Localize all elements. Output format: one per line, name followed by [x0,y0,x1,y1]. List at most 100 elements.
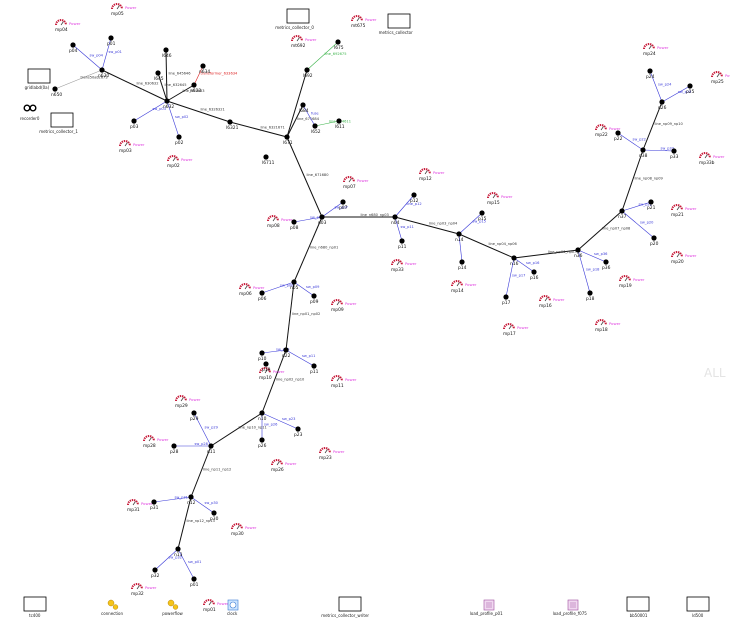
box-frame[interactable] [50,112,74,128]
edge-n12-p31[interactable] [153,496,192,503]
node-p19[interactable]: p19 [262,361,271,373]
edge-n36-n37[interactable] [577,210,623,251]
load-profile-icon[interactable]: load_profile_p01 [470,599,503,616]
edge-n12-p30[interactable] [190,496,215,514]
node-dot[interactable] [284,134,290,140]
node-dot[interactable] [575,247,581,253]
node-dot[interactable] [191,82,197,88]
node-p18[interactable]: p18 [586,290,595,302]
edge-l692-l675[interactable] [306,41,339,71]
edge-n632-p03[interactable] [133,100,168,122]
edge-n632-l6321[interactable] [166,100,231,123]
node-dot[interactable] [211,510,217,516]
edge-n633-n634[interactable] [193,65,204,86]
edge-n630-p01a[interactable] [101,37,112,71]
node-dot[interactable] [671,148,677,154]
node-dot[interactable] [311,363,317,369]
node-p01b[interactable]: p01 [190,576,199,588]
node-dot[interactable] [399,238,405,244]
node-l645[interactable]: l645 [154,70,164,82]
node-p17[interactable]: p17 [502,294,511,306]
edge-n16-n36[interactable] [513,249,579,259]
load-profile-icon[interactable]: load_profile_f075 [553,599,588,616]
node-dot[interactable] [151,499,157,505]
node-p24[interactable]: p24 [646,68,655,80]
edge-n38-p33[interactable] [642,149,675,152]
object-box[interactable]: tc400 [23,596,47,618]
box-frame[interactable] [686,596,710,612]
box-frame[interactable] [27,68,51,84]
node-dot[interactable] [411,192,417,198]
edge-n37-n38[interactable] [621,149,644,212]
node-p32[interactable]: p32 [151,567,160,579]
edge-n03-n05[interactable] [293,216,323,283]
powerflow-icon[interactable]: powerflow [162,599,184,616]
node-p36[interactable]: p36 [602,259,611,271]
node-n37[interactable]: n37 [618,208,627,220]
node-dot[interactable] [164,98,170,104]
object-box[interactable]: ld500 [686,596,710,618]
object-box[interactable]: metrics_collector_1 [39,112,78,134]
node-n04[interactable]: n04 [391,214,400,226]
object-box[interactable]: bb50001 [626,596,650,618]
node-p06[interactable]: p06 [258,290,267,302]
edge-n38-n26[interactable] [642,101,663,151]
object-box[interactable]: metrics_collector_writer [321,596,369,618]
node-dot[interactable] [304,67,310,73]
node-dot[interactable] [295,426,301,432]
edge-n22-p11b[interactable] [285,349,315,367]
edge-n04-p11[interactable] [394,216,403,242]
node-dot[interactable] [456,231,462,237]
node-dot[interactable] [651,235,657,241]
edge-n22-p10[interactable] [261,349,287,354]
box-frame[interactable] [23,596,47,612]
node-dot[interactable] [163,47,169,53]
edge-n14-p15[interactable] [458,212,483,235]
node-n12[interactable]: n12 [187,494,196,506]
edge-n13-p32[interactable] [154,548,179,571]
edge-n05-n22[interactable] [285,281,295,351]
node-n26[interactable]: n26 [658,99,667,111]
node-dot[interactable] [99,67,105,73]
node-l684[interactable]: l684 [299,102,309,114]
node-dot[interactable] [52,86,58,92]
node-n13[interactable]: n13 [174,546,183,558]
node-l675[interactable]: l675 [334,39,344,51]
node-p28[interactable]: p28 [170,443,179,455]
node-p20[interactable]: p20 [650,235,659,247]
edge-n11-p29[interactable] [193,412,212,447]
node-dot[interactable] [459,259,465,265]
node-p01a[interactable]: p01 [107,35,116,47]
node-l692[interactable]: l692 [303,67,313,79]
node-p23[interactable]: p23 [294,426,303,438]
node-dot[interactable] [208,443,214,449]
box-frame[interactable] [626,596,650,612]
node-dot[interactable] [70,42,76,48]
node-dot[interactable] [291,279,297,285]
node-dot[interactable] [291,219,297,225]
edge-n630-n632[interactable] [101,69,168,102]
edge-n03-p08[interactable] [293,216,323,223]
node-n05[interactable]: n05 [290,279,299,291]
node-dot[interactable] [340,199,346,205]
node-l671[interactable]: l671 [283,134,293,146]
node-p02[interactable]: p02 [175,134,184,146]
node-n650[interactable]: n650 [51,86,62,98]
